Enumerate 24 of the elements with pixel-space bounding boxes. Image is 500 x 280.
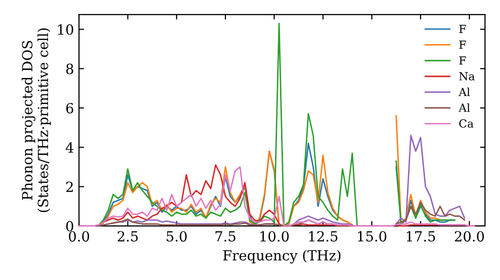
x-tick-label: 7.5 <box>216 231 236 242</box>
y-tick-label: 8 <box>66 64 74 74</box>
legend-label: Na <box>459 72 475 80</box>
x-tick-label: 20.0 <box>454 231 484 242</box>
y-tick-label: 4 <box>66 142 74 153</box>
y-tick-label: 10 <box>58 24 74 35</box>
y-axis-title: Phonon projected DOS (States/THz·primitive cell) <box>22 28 51 212</box>
y-tick-label: 6 <box>66 102 74 114</box>
x-tick-label: 5.0 <box>166 231 187 242</box>
legend-label: F <box>459 56 466 65</box>
legend-label: Al <box>458 88 470 96</box>
y-tick-label: 2 <box>66 182 73 192</box>
x-tick-label: 10.0 <box>260 231 289 242</box>
x-tick-label: 0.0 <box>68 231 90 242</box>
legend-label: F <box>459 40 466 49</box>
x-tick-label: 2.5 <box>118 231 138 242</box>
y-tick-label: 0 <box>66 220 74 232</box>
legend-label: Al <box>458 103 470 112</box>
x-tick-label: 12.5 <box>309 231 338 242</box>
legend-label: F <box>459 24 466 34</box>
x-tick-label: 17.5 <box>406 231 435 242</box>
x-tick-label: 15.0 <box>358 231 386 242</box>
x-axis-title: Frequency (THz) <box>223 250 340 264</box>
legend-label: Ca <box>459 119 474 128</box>
